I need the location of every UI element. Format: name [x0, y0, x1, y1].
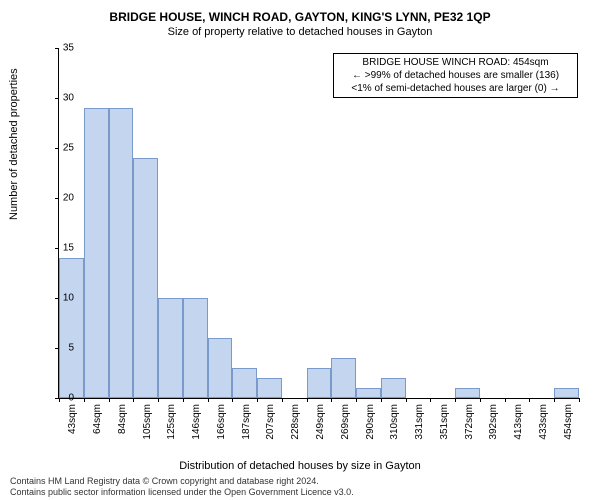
histogram-bar: [133, 158, 158, 398]
x-tick-mark: [381, 398, 382, 402]
histogram-bar: [158, 298, 183, 398]
x-tick-label: 125sqm: [166, 404, 177, 440]
x-tick-label: 64sqm: [92, 404, 103, 434]
title-sub: Size of property relative to detached ho…: [0, 24, 600, 38]
annotation-line1: BRIDGE HOUSE WINCH ROAD: 454sqm: [338, 56, 573, 69]
y-tick-label: 15: [44, 243, 74, 254]
x-tick-mark: [307, 398, 308, 402]
chart-container: BRIDGE HOUSE, WINCH ROAD, GAYTON, KING'S…: [0, 0, 600, 500]
histogram-bar: [109, 108, 134, 398]
x-tick-label: 392sqm: [488, 404, 499, 440]
x-tick-mark: [455, 398, 456, 402]
chart-area: 43sqm64sqm84sqm105sqm125sqm146sqm166sqm1…: [58, 48, 578, 398]
histogram-bar: [381, 378, 406, 398]
x-tick-mark: [331, 398, 332, 402]
x-tick-mark: [430, 398, 431, 402]
x-tick-mark: [505, 398, 506, 402]
plot-area: 43sqm64sqm84sqm105sqm125sqm146sqm166sqm1…: [58, 48, 579, 399]
x-tick-label: 166sqm: [216, 404, 227, 440]
histogram-bar: [257, 378, 282, 398]
histogram-bar: [356, 388, 381, 398]
x-tick-mark: [208, 398, 209, 402]
annotation-line2: ← >99% of detached houses are smaller (1…: [338, 69, 573, 82]
histogram-bar: [208, 338, 233, 398]
y-tick-label: 0: [44, 393, 74, 404]
y-tick-label: 30: [44, 93, 74, 104]
histogram-bar: [331, 358, 356, 398]
x-tick-mark: [529, 398, 530, 402]
x-tick-label: 249sqm: [315, 404, 326, 440]
x-tick-label: 269sqm: [340, 404, 351, 440]
y-tick-label: 25: [44, 143, 74, 154]
x-tick-mark: [109, 398, 110, 402]
y-tick-label: 10: [44, 293, 74, 304]
histogram-bar: [455, 388, 480, 398]
x-tick-mark: [480, 398, 481, 402]
y-tick-label: 5: [44, 343, 74, 354]
title-main: BRIDGE HOUSE, WINCH ROAD, GAYTON, KING'S…: [0, 0, 600, 24]
footnote-line1: Contains HM Land Registry data © Crown c…: [10, 476, 354, 487]
x-tick-label: 310sqm: [389, 404, 400, 440]
x-tick-label: 146sqm: [191, 404, 202, 440]
x-tick-label: 433sqm: [538, 404, 549, 440]
y-axis-label: Number of detached properties: [8, 68, 20, 220]
x-tick-mark: [554, 398, 555, 402]
x-tick-label: 351sqm: [439, 404, 450, 440]
annotation-line3: <1% of semi-detached houses are larger (…: [338, 82, 573, 95]
x-tick-label: 187sqm: [241, 404, 252, 440]
x-tick-mark: [356, 398, 357, 402]
x-tick-label: 331sqm: [414, 404, 425, 440]
x-tick-label: 228sqm: [290, 404, 301, 440]
x-tick-mark: [158, 398, 159, 402]
x-tick-label: 207sqm: [265, 404, 276, 440]
x-axis-label: Distribution of detached houses by size …: [0, 460, 600, 472]
y-tick-label: 35: [44, 43, 74, 54]
histogram-bar: [554, 388, 579, 398]
x-tick-label: 84sqm: [117, 404, 128, 434]
x-tick-mark: [282, 398, 283, 402]
x-tick-mark: [406, 398, 407, 402]
histogram-bar: [59, 258, 84, 398]
histogram-bar: [307, 368, 332, 398]
histogram-bar: [84, 108, 109, 398]
footnote: Contains HM Land Registry data © Crown c…: [10, 476, 354, 498]
x-tick-label: 413sqm: [513, 404, 524, 440]
x-tick-label: 105sqm: [142, 404, 153, 440]
x-tick-mark: [257, 398, 258, 402]
x-tick-label: 43sqm: [67, 404, 78, 434]
histogram-bar: [183, 298, 208, 398]
annotation-box: BRIDGE HOUSE WINCH ROAD: 454sqm ← >99% o…: [333, 53, 578, 98]
x-tick-mark: [579, 398, 580, 402]
x-tick-mark: [232, 398, 233, 402]
x-tick-label: 290sqm: [365, 404, 376, 440]
x-tick-label: 454sqm: [563, 404, 574, 440]
y-tick-label: 20: [44, 193, 74, 204]
x-tick-label: 372sqm: [464, 404, 475, 440]
x-tick-mark: [84, 398, 85, 402]
footnote-line2: Contains public sector information licen…: [10, 487, 354, 498]
x-tick-mark: [183, 398, 184, 402]
histogram-bar: [232, 368, 257, 398]
x-tick-mark: [133, 398, 134, 402]
